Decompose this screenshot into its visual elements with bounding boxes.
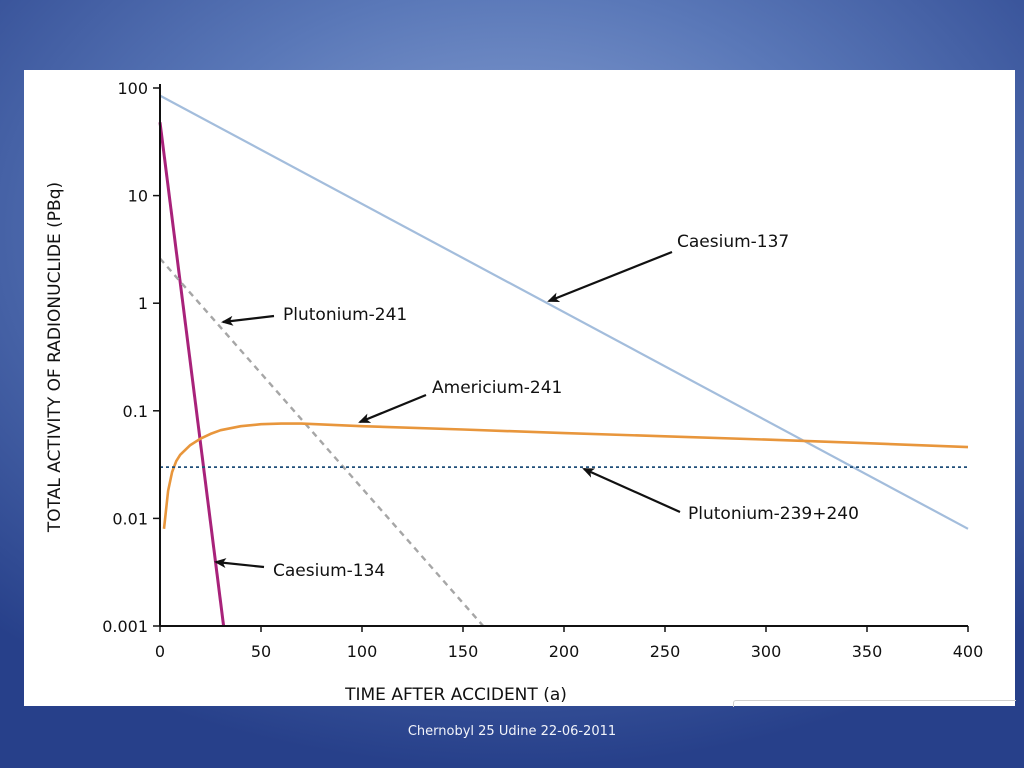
slide-footer: Chernobyl 25 Udine 22-06-2011 (407, 724, 617, 739)
x-tick-label-400: 400 (953, 642, 984, 661)
annotation-label-americium-241: Americium-241 (432, 378, 562, 398)
y-tick-label-1: 10 (128, 187, 148, 206)
annotation-label-caesium-134: Caesium-134 (273, 561, 385, 581)
x-tick-label-300: 300 (751, 642, 782, 661)
annotation-label-caesium-137: Caesium-137 (677, 232, 789, 252)
annotation-label-plutonium-239-240: Plutonium-239+240 (688, 504, 859, 524)
annotation-arrow-caesium-137 (547, 250, 673, 303)
annotation-arrow-plutonium-239-240 (582, 467, 681, 514)
x-tick-label-250: 250 (650, 642, 681, 661)
overlay-box-corner (733, 700, 1016, 707)
series-line-caesium-134 (158, 122, 226, 627)
y-axis-title: TOTAL ACTIVITY OF RADIONUCLIDE (PBq) (45, 182, 65, 533)
y-tick-label-2: 1 (138, 294, 148, 313)
chart-panel: 0 50 100 150 200 250 300 350 400 100 10 1 0.1 0.01 0.0… (24, 70, 1016, 707)
y-tick-label-4: 0.01 (112, 509, 148, 528)
annotation-label-plutonium-241: Plutonium-241 (283, 305, 407, 325)
x-tick-label-0: 0 (155, 642, 165, 661)
x-tick-label-50: 50 (251, 642, 271, 661)
series-line-caesium-137 (159, 94, 969, 530)
x-axis-title: TIME AFTER ACCIDENT (a) (344, 685, 567, 705)
radionuclide-activity-chart: 0 50 100 150 200 250 300 350 400 100 10 1 0.1 0.01 0.0… (45, 79, 984, 705)
y-tick-label-5: 0.001 (102, 617, 148, 636)
x-tick-label-100: 100 (347, 642, 378, 661)
x-tick-label-150: 150 (448, 642, 479, 661)
y-tick-label-3: 0.1 (123, 402, 148, 421)
y-tick-label-0: 100 (117, 79, 148, 98)
annotation-arrow-caesium-134 (214, 558, 265, 569)
x-tick-label-200: 200 (549, 642, 580, 661)
annotation-arrow-plutonium-241 (221, 314, 275, 326)
x-tick-label-350: 350 (852, 642, 883, 661)
series-line-plutonium-241 (159, 257, 485, 627)
series-line-americium-241 (162, 422, 969, 529)
annotation-arrow-americium-241 (358, 393, 427, 424)
